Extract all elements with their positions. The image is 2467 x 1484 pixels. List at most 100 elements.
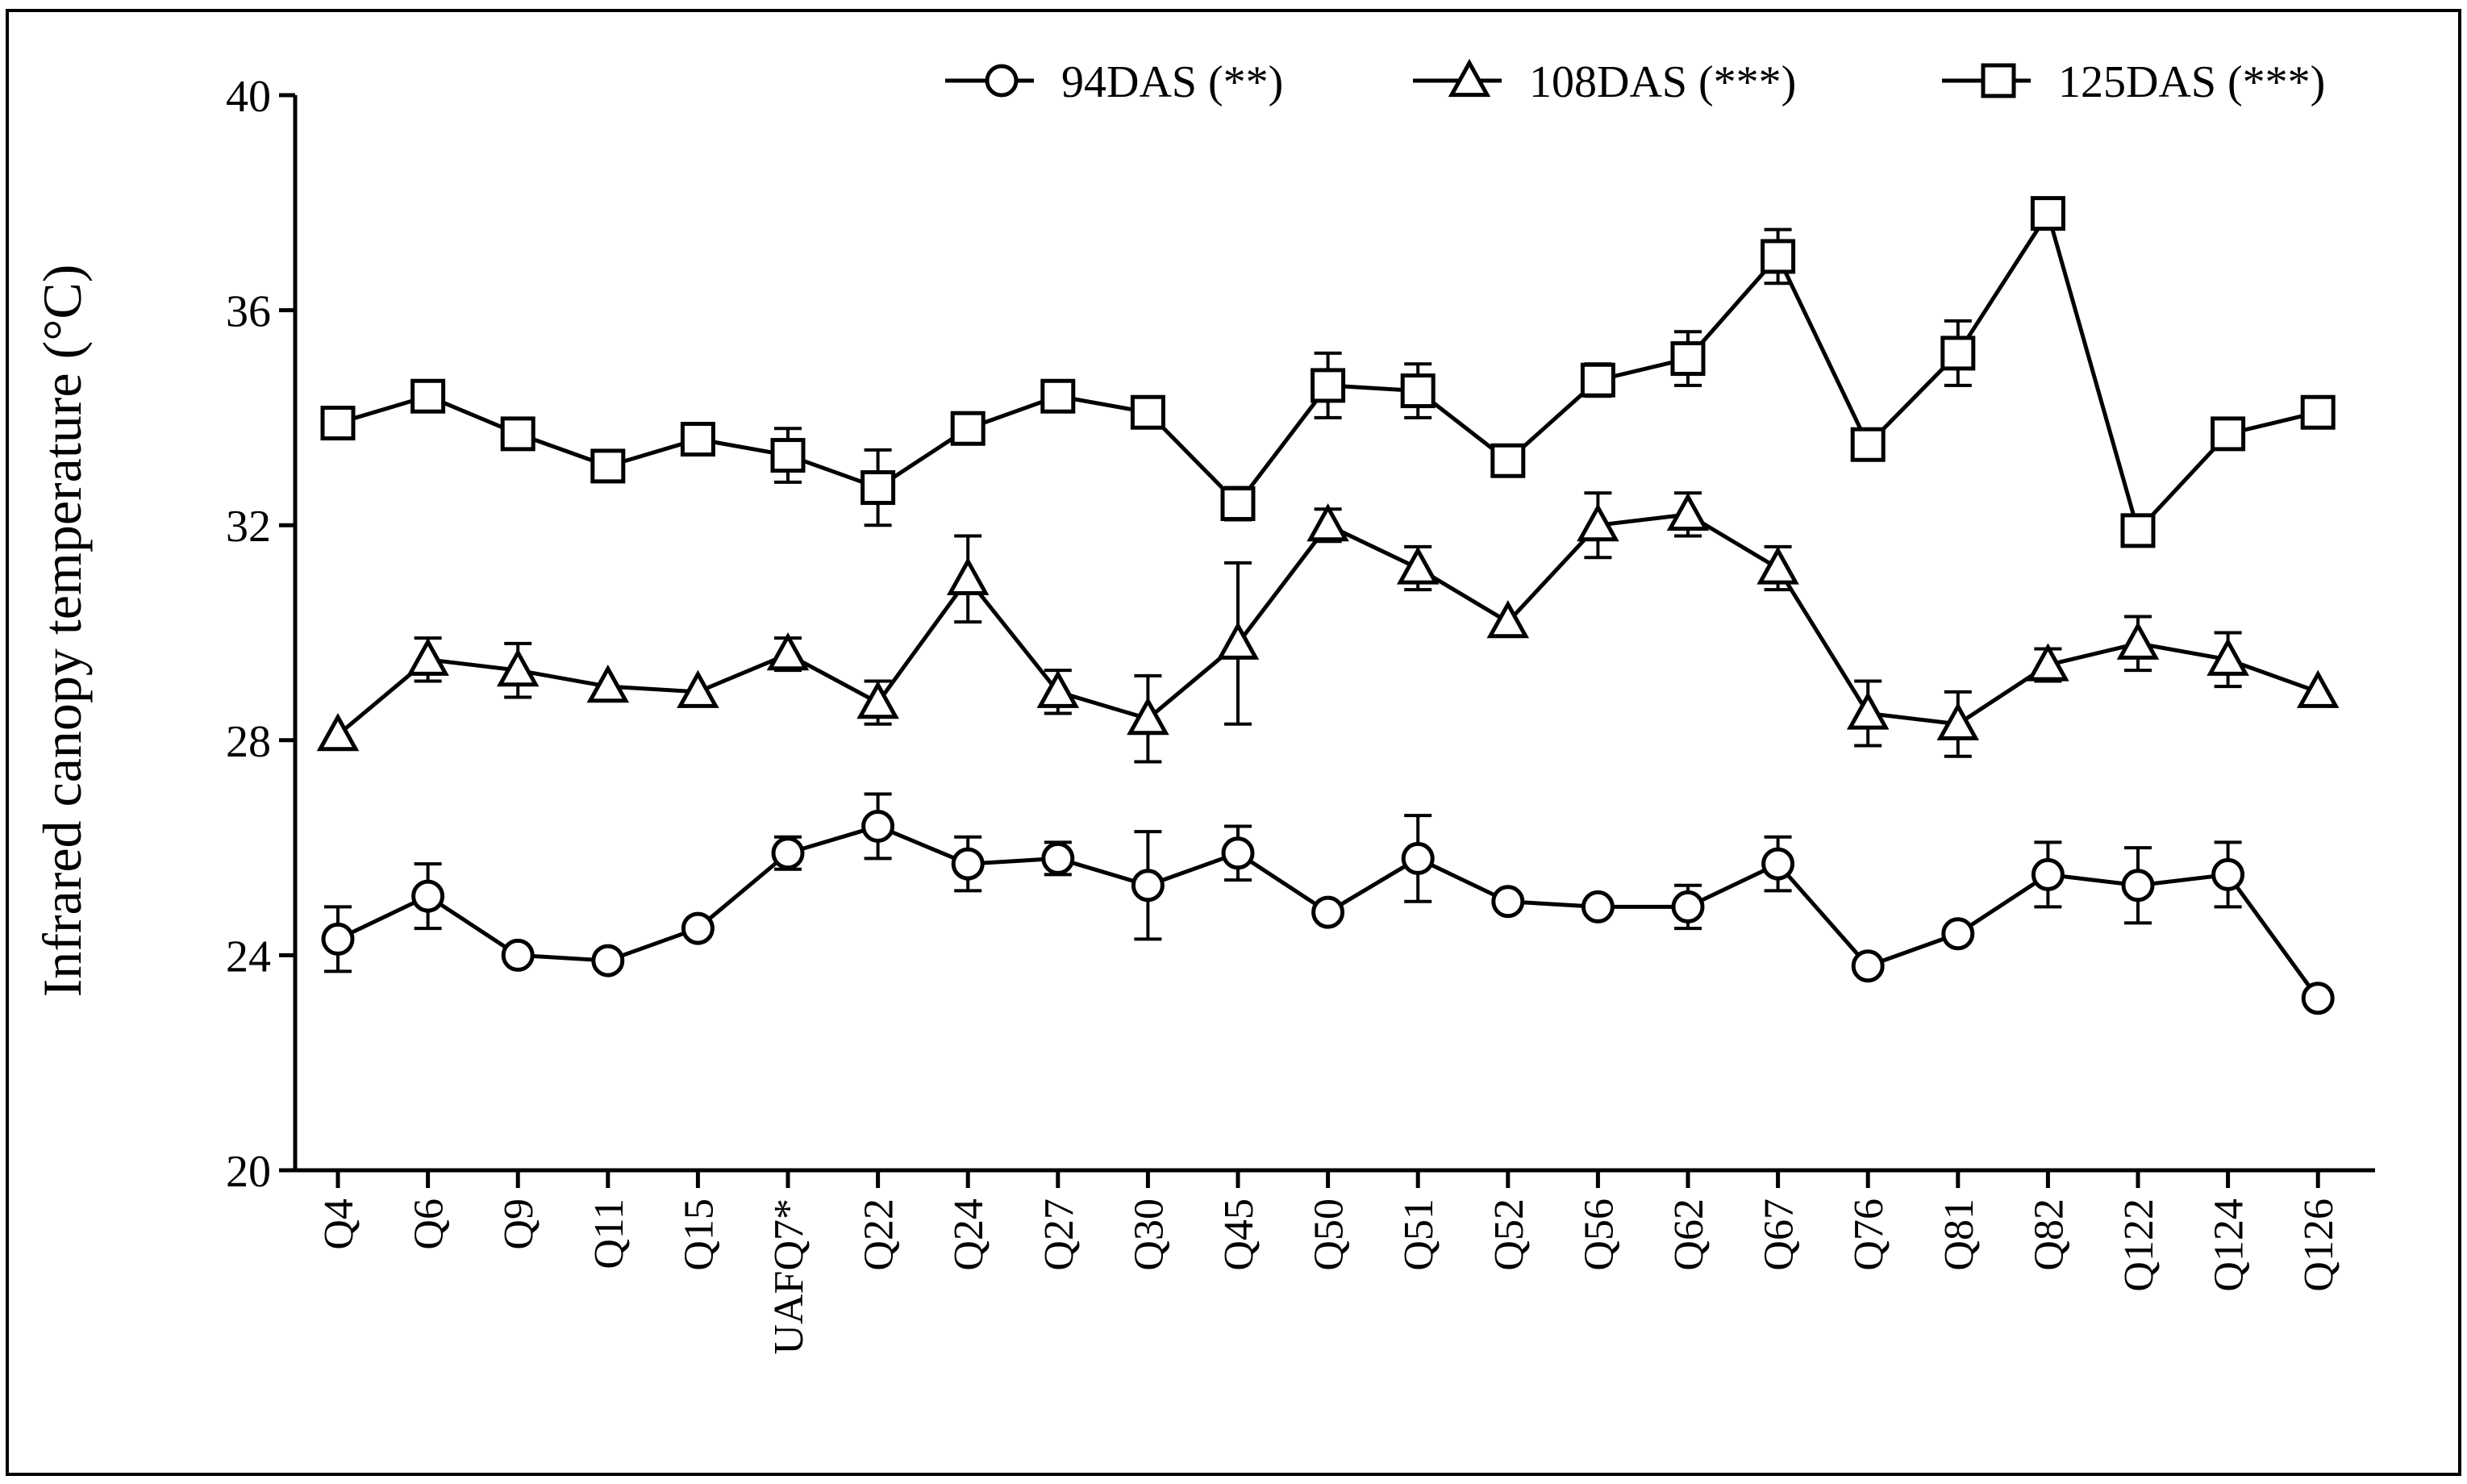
x-tick-label: Q27 xyxy=(1036,1198,1082,1271)
x-tick-label: Q82 xyxy=(2026,1198,2072,1271)
data-point xyxy=(2300,394,2336,430)
data-point xyxy=(2301,982,2335,1015)
series-square xyxy=(320,196,2336,548)
data-point xyxy=(950,411,986,446)
x-tick-label: UAFQ7* xyxy=(766,1198,812,1355)
data-point xyxy=(1756,546,1799,585)
data-point xyxy=(1306,503,1349,542)
data-point xyxy=(1580,362,1615,398)
y-tick-label: 28 xyxy=(226,717,271,767)
x-tick-label: Q9 xyxy=(496,1198,542,1250)
data-point xyxy=(856,680,899,719)
data-point xyxy=(1486,600,1530,639)
chart-frame xyxy=(6,9,2461,1476)
x-tick-label: Q76 xyxy=(1846,1198,1892,1271)
y-tick-label: 40 xyxy=(226,72,271,122)
data-point xyxy=(2211,416,2246,452)
x-tick-label: Q62 xyxy=(1666,1198,1712,1271)
x-tick-label: Q45 xyxy=(1216,1198,1262,1271)
legend: 94DAS (**) 108DAS (***) 125DAS (***) xyxy=(945,57,2325,107)
data-point xyxy=(406,637,449,676)
data-point xyxy=(316,712,360,752)
data-point xyxy=(2296,669,2340,708)
data-point xyxy=(321,922,355,956)
data-point xyxy=(1401,841,1435,875)
axes: 20 24 28 32 36 40 Q4 Q6 Q9 Q11 Q15 UAFQ7* Q22 Q24 Q27 Q… xyxy=(226,72,2375,1355)
x-tick-label: Q51 xyxy=(1396,1198,1442,1271)
data-point xyxy=(591,944,625,978)
data-point xyxy=(1490,443,1526,478)
data-point xyxy=(1127,696,1169,736)
x-tick-label: Q30 xyxy=(1126,1198,1172,1271)
y-tick-label: 36 xyxy=(226,287,271,337)
y-tick-label: 32 xyxy=(226,502,271,552)
data-point xyxy=(1761,239,1796,274)
data-point xyxy=(1491,885,1525,919)
x-tick-label: Q4 xyxy=(316,1198,362,1250)
data-point xyxy=(1130,394,1165,430)
data-point xyxy=(500,416,535,452)
x-tick-label: Q126 xyxy=(2296,1198,2342,1292)
data-point xyxy=(1131,869,1165,902)
series-triangle xyxy=(316,491,2340,764)
x-tick-label: Q11 xyxy=(586,1198,632,1269)
data-point xyxy=(861,470,896,506)
legend-item: 125DAS (***) xyxy=(1942,57,2325,107)
data-point xyxy=(1850,427,1886,462)
data-point xyxy=(680,422,715,457)
data-point xyxy=(681,911,715,945)
x-tick-label: Q81 xyxy=(1936,1198,1982,1271)
data-point xyxy=(1221,836,1255,870)
data-point xyxy=(2027,643,2069,682)
x-tick-label: Q50 xyxy=(1306,1198,1352,1271)
data-point xyxy=(1216,621,1260,660)
x-tick-label: Q52 xyxy=(1486,1198,1532,1271)
data-point xyxy=(946,556,990,595)
plot-area xyxy=(316,196,2340,1015)
y-tick-label: 24 xyxy=(226,932,271,982)
data-point xyxy=(2031,857,2065,891)
data-point xyxy=(770,438,806,473)
data-point xyxy=(1581,890,1615,923)
legend-item: 94DAS (**) xyxy=(945,57,1283,107)
data-point xyxy=(766,632,810,671)
data-point xyxy=(1311,895,1345,929)
legend-label: 94DAS (**) xyxy=(1061,57,1283,107)
data-point xyxy=(1577,503,1619,542)
data-point xyxy=(1220,486,1256,522)
x-tick-label: Q56 xyxy=(1576,1198,1622,1271)
data-point xyxy=(2211,857,2245,891)
x-tick-label: Q6 xyxy=(406,1198,452,1250)
x-tick-label: Q22 xyxy=(856,1198,902,1271)
data-point xyxy=(2207,637,2249,676)
data-point xyxy=(2121,869,2155,902)
data-point xyxy=(586,665,630,703)
data-point xyxy=(677,669,719,708)
x-tick-label: Q122 xyxy=(2116,1198,2162,1292)
data-point xyxy=(1311,368,1346,403)
data-point xyxy=(1036,669,1080,708)
legend-label: 108DAS (***) xyxy=(1529,57,1796,107)
legend-marker xyxy=(985,64,1019,98)
data-point xyxy=(1666,492,1710,531)
legend-marker xyxy=(1448,58,1491,98)
data-point xyxy=(1671,890,1705,923)
data-point xyxy=(496,648,540,687)
data-point xyxy=(1040,378,1076,414)
x-tick-label: Q24 xyxy=(946,1198,992,1271)
legend-label: 125DAS (***) xyxy=(2058,57,2325,107)
data-point xyxy=(951,847,985,881)
data-point xyxy=(2030,196,2065,231)
data-point xyxy=(1670,341,1706,377)
x-tick-label: Q124 xyxy=(2207,1198,2252,1292)
data-point xyxy=(1936,702,1980,740)
data-point xyxy=(1941,917,1975,951)
series-circle xyxy=(321,792,2335,1015)
data-point xyxy=(501,938,535,972)
data-point xyxy=(1396,546,1440,585)
x-tick-label: Q15 xyxy=(676,1198,722,1271)
data-point xyxy=(320,406,356,441)
data-point xyxy=(1940,336,1976,371)
data-point xyxy=(861,809,895,843)
